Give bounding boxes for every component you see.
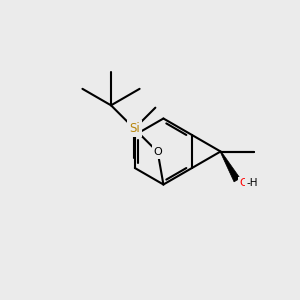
Text: -H: -H [246,178,258,188]
Text: Si: Si [129,122,140,135]
Text: O: O [239,178,248,188]
Polygon shape [220,151,240,182]
Text: O: O [153,147,162,157]
